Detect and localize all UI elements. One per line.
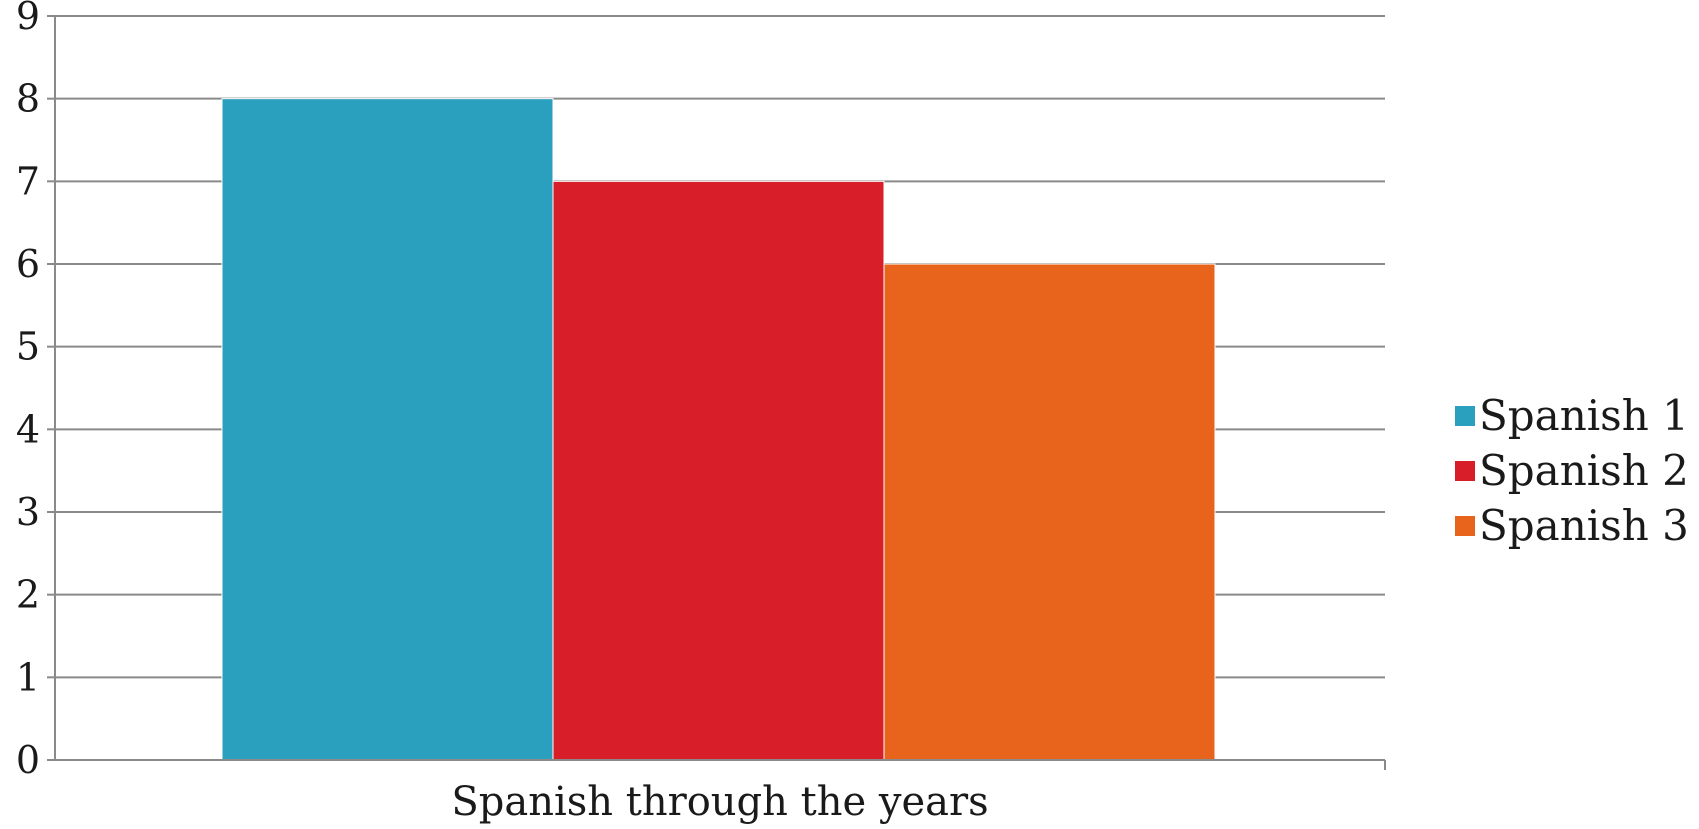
y-tick-label: 6 — [16, 242, 40, 286]
legend-swatch — [1455, 516, 1475, 536]
legend-swatch — [1455, 406, 1475, 426]
legend-label: Spanish 1 — [1479, 391, 1689, 440]
bar-spanish-2 — [552, 180, 885, 761]
legend-label: Spanish 2 — [1479, 446, 1689, 495]
y-tick-label: 5 — [16, 325, 40, 369]
legend-label: Spanish 3 — [1479, 501, 1689, 550]
bars — [221, 98, 1216, 761]
x-axis-category-labels: Spanish through the years — [451, 779, 988, 825]
y-tick-label: 0 — [16, 738, 40, 782]
x-category-label: Spanish through the years — [451, 779, 988, 825]
legend-item-spanish-1: Spanish 1 — [1455, 391, 1689, 440]
bar-spanish-1 — [221, 98, 554, 761]
legend-item-spanish-3: Spanish 3 — [1455, 501, 1689, 550]
y-tick-label: 7 — [16, 159, 40, 203]
y-tick-label: 1 — [16, 655, 40, 699]
y-tick-label: 9 — [16, 0, 40, 38]
legend-swatch — [1455, 461, 1475, 481]
y-tick-label: 8 — [16, 77, 40, 121]
y-tick-label: 2 — [16, 573, 40, 617]
legend: Spanish 1 Spanish 2 Spanish 3 — [1455, 391, 1689, 550]
legend-item-spanish-2: Spanish 2 — [1455, 446, 1689, 495]
y-axis-tick-labels: 0 1 2 3 4 5 6 7 8 9 — [16, 0, 40, 782]
y-tick-label: 3 — [16, 490, 40, 534]
y-tick-label: 4 — [16, 407, 40, 451]
axes — [47, 15, 1386, 770]
bar-spanish-3 — [883, 263, 1216, 761]
